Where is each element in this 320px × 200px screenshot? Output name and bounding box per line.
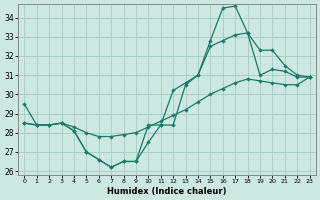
X-axis label: Humidex (Indice chaleur): Humidex (Indice chaleur) <box>107 187 227 196</box>
